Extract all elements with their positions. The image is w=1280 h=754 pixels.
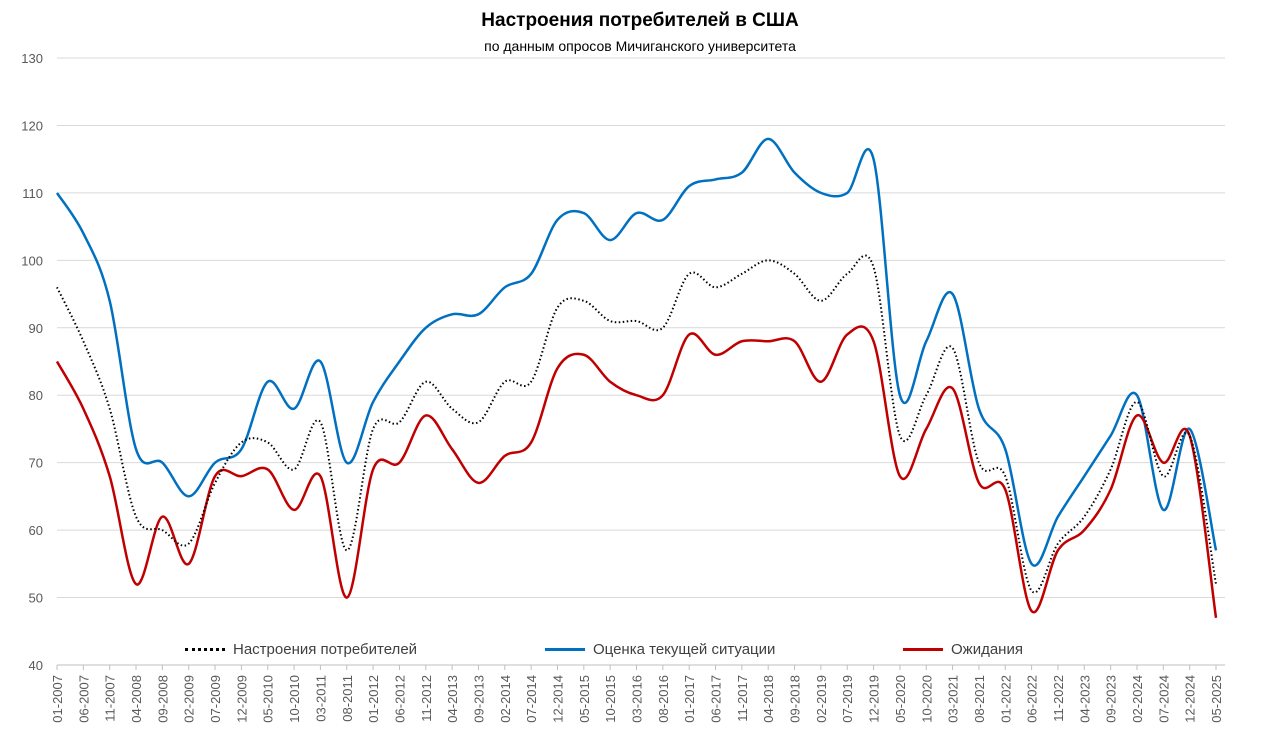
x-tick-label: 03-2016 (630, 675, 645, 723)
x-tick-label: 10-2010 (287, 675, 302, 723)
legend-label: Ожидания (951, 641, 1023, 658)
x-tick-label: 08-2011 (340, 675, 355, 722)
x-tick-label: 06-2012 (392, 675, 407, 723)
y-tick-label: 90 (29, 321, 43, 336)
x-tick-label: 02-2014 (498, 675, 513, 723)
x-tick-label: 09-2008 (155, 675, 170, 723)
x-tick-label: 12-2014 (550, 675, 565, 723)
x-tick-label: 02-2019 (814, 675, 829, 723)
legend-swatch-red (903, 648, 943, 651)
y-tick-label: 80 (29, 388, 43, 403)
x-tick-label: 07-2019 (840, 675, 855, 723)
x-tick-label: 10-2020 (919, 675, 934, 723)
y-tick-label: 60 (29, 523, 43, 538)
x-tick-label: 05-2020 (893, 675, 908, 723)
x-tick-label: 11-2017 (735, 675, 750, 722)
x-tick-label: 11-2022 (1051, 675, 1066, 722)
legend-item-expectations: Ожидания (903, 641, 1023, 658)
y-tick-label: 50 (29, 591, 43, 606)
x-tick-label: 01-2022 (998, 675, 1013, 723)
x-tick-label: 08-2021 (972, 675, 987, 723)
x-tick-label: 11-2007 (103, 675, 118, 722)
x-tick-label: 12-2024 (1183, 675, 1198, 723)
x-tick-label: 07-2014 (524, 675, 539, 723)
legend-item-sentiment: Настроения потребителей (185, 641, 417, 658)
x-tick-label: 06-2017 (709, 675, 724, 723)
x-tick-label: 01-2007 (50, 675, 65, 723)
x-tick-label: 03-2021 (946, 675, 961, 723)
x-tick-label: 07-2009 (208, 675, 223, 723)
x-tick-label: 12-2009 (234, 675, 249, 723)
x-tick-label: 08-2016 (656, 675, 671, 723)
x-tick-label: 01-2017 (682, 675, 697, 723)
legend-swatch-dotted (185, 648, 225, 651)
legend-swatch-blue (545, 648, 585, 651)
x-tick-label: 09-2013 (471, 675, 486, 723)
y-tick-label: 40 (29, 658, 43, 673)
y-tick-label: 110 (22, 186, 43, 201)
x-tick-label: 04-2013 (445, 675, 460, 723)
x-tick-label: 03-2011 (313, 675, 328, 722)
x-tick-label: 01-2012 (366, 675, 381, 723)
x-tick-label: 05-2010 (261, 675, 276, 723)
y-tick-label: 130 (21, 51, 43, 66)
x-tick-label: 02-2024 (1130, 675, 1145, 723)
x-tick-label: 06-2007 (76, 675, 91, 723)
legend-item-current: Оценка текущей ситуации (545, 641, 775, 658)
x-tick-label: 05-2025 (1209, 675, 1224, 723)
x-tick-label: 12-2019 (867, 675, 882, 723)
series-line-2 (55, 325, 1218, 618)
x-tick-label: 10-2015 (603, 675, 618, 723)
x-tick-label: 04-2023 (1077, 675, 1092, 723)
legend-label: Настроения потребителей (233, 641, 418, 658)
chart-title: Настроения потребителей в США (481, 10, 799, 31)
x-tick-label: 09-2018 (788, 675, 803, 723)
y-tick-label: 120 (21, 118, 43, 133)
series-line-1 (55, 137, 1218, 567)
series-line-0 (56, 254, 1217, 594)
x-tick-label: 04-2008 (129, 675, 144, 723)
x-tick-label: 04-2018 (761, 675, 776, 723)
x-tick-label: 11-2012 (419, 675, 434, 722)
x-tick-label: 05-2015 (577, 675, 592, 723)
x-tick-label: 06-2022 (1025, 675, 1040, 723)
y-tick-label: 70 (29, 456, 43, 471)
x-tick-label: 09-2023 (1104, 675, 1119, 723)
chart-subtitle: по данным опросов Мичиганского университ… (484, 38, 796, 54)
x-tick-label: 02-2009 (182, 675, 197, 723)
y-tick-label: 100 (21, 253, 43, 268)
legend-label: Оценка текущей ситуации (593, 641, 776, 658)
x-tick-label: 07-2024 (1156, 675, 1171, 723)
